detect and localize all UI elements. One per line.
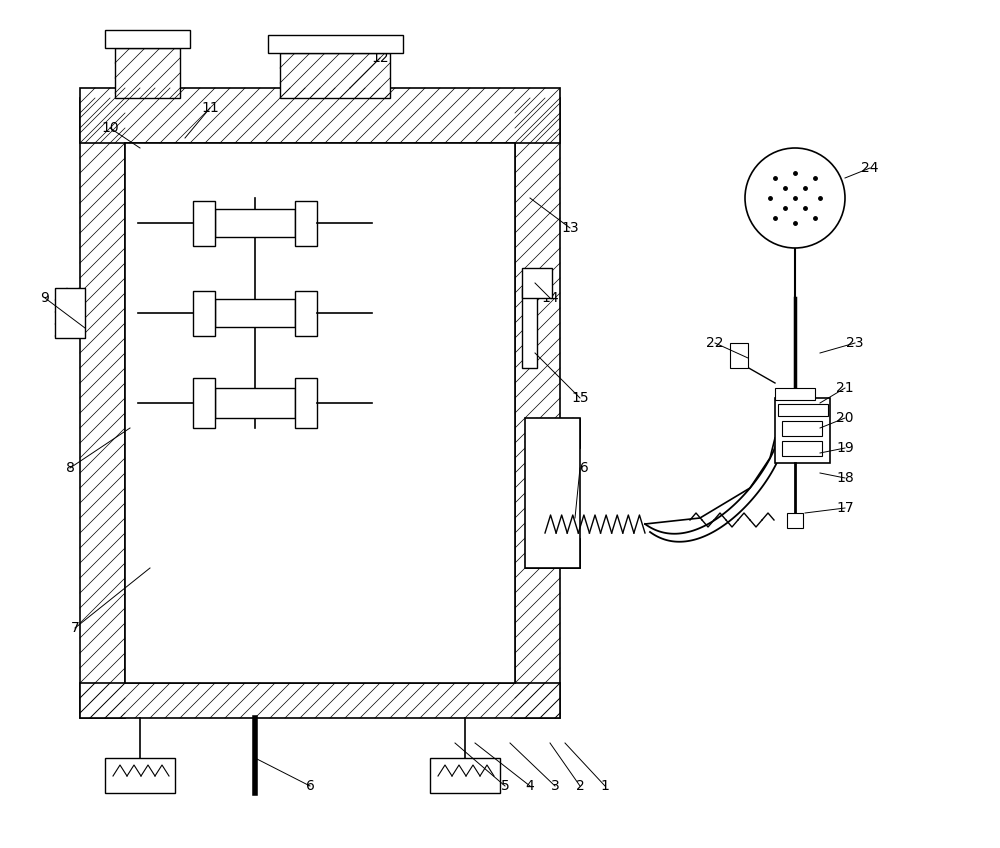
Text: 23: 23 [846,336,864,350]
Bar [430,758,500,793]
Bar [105,758,175,793]
Text: 14: 14 [541,291,559,305]
Bar [280,53,390,98]
Text: 9: 9 [41,291,49,305]
Text: 4: 4 [526,779,534,793]
Bar [522,268,552,298]
Text: 21: 21 [836,381,854,395]
Bar [775,398,830,463]
Text: 18: 18 [836,471,854,485]
Bar [80,98,125,718]
Bar [525,538,580,568]
Text: 15: 15 [571,391,589,405]
Bar [515,98,560,718]
Text: 11: 11 [201,101,219,115]
Bar [525,418,580,568]
Text: 13: 13 [561,221,579,235]
Bar [215,388,295,418]
Bar [125,143,515,683]
Bar [295,200,317,246]
Bar [730,343,748,368]
Text: 7: 7 [71,621,79,635]
Bar [193,291,215,336]
Text: 10: 10 [101,121,119,135]
Text: 24: 24 [861,161,879,175]
Bar [55,288,85,338]
Bar [522,288,537,368]
Bar [215,299,295,327]
Text: 6: 6 [306,779,314,793]
Bar [782,441,822,456]
Bar [215,209,295,237]
Text: 1: 1 [601,779,609,793]
Bar [193,378,215,428]
Text: 12: 12 [371,51,389,65]
Bar [782,421,822,436]
Text: 19: 19 [836,441,854,455]
Bar [525,418,580,448]
Bar [115,48,180,98]
Bar [295,291,317,336]
Bar [787,513,803,528]
Bar [80,88,560,143]
Bar [80,683,560,718]
Circle shape [745,148,845,248]
Text: 17: 17 [836,501,854,515]
Bar [295,378,317,428]
Text: 3: 3 [551,779,559,793]
Bar [193,200,215,246]
Text: 2: 2 [576,779,584,793]
Text: 16: 16 [571,461,589,475]
Bar [55,288,85,338]
Bar [775,388,815,400]
Text: 20: 20 [836,411,854,425]
Text: 22: 22 [706,336,724,350]
Bar [105,30,190,48]
Bar [778,404,828,416]
Text: 5: 5 [501,779,509,793]
Bar [268,35,403,53]
Text: 8: 8 [66,461,74,475]
